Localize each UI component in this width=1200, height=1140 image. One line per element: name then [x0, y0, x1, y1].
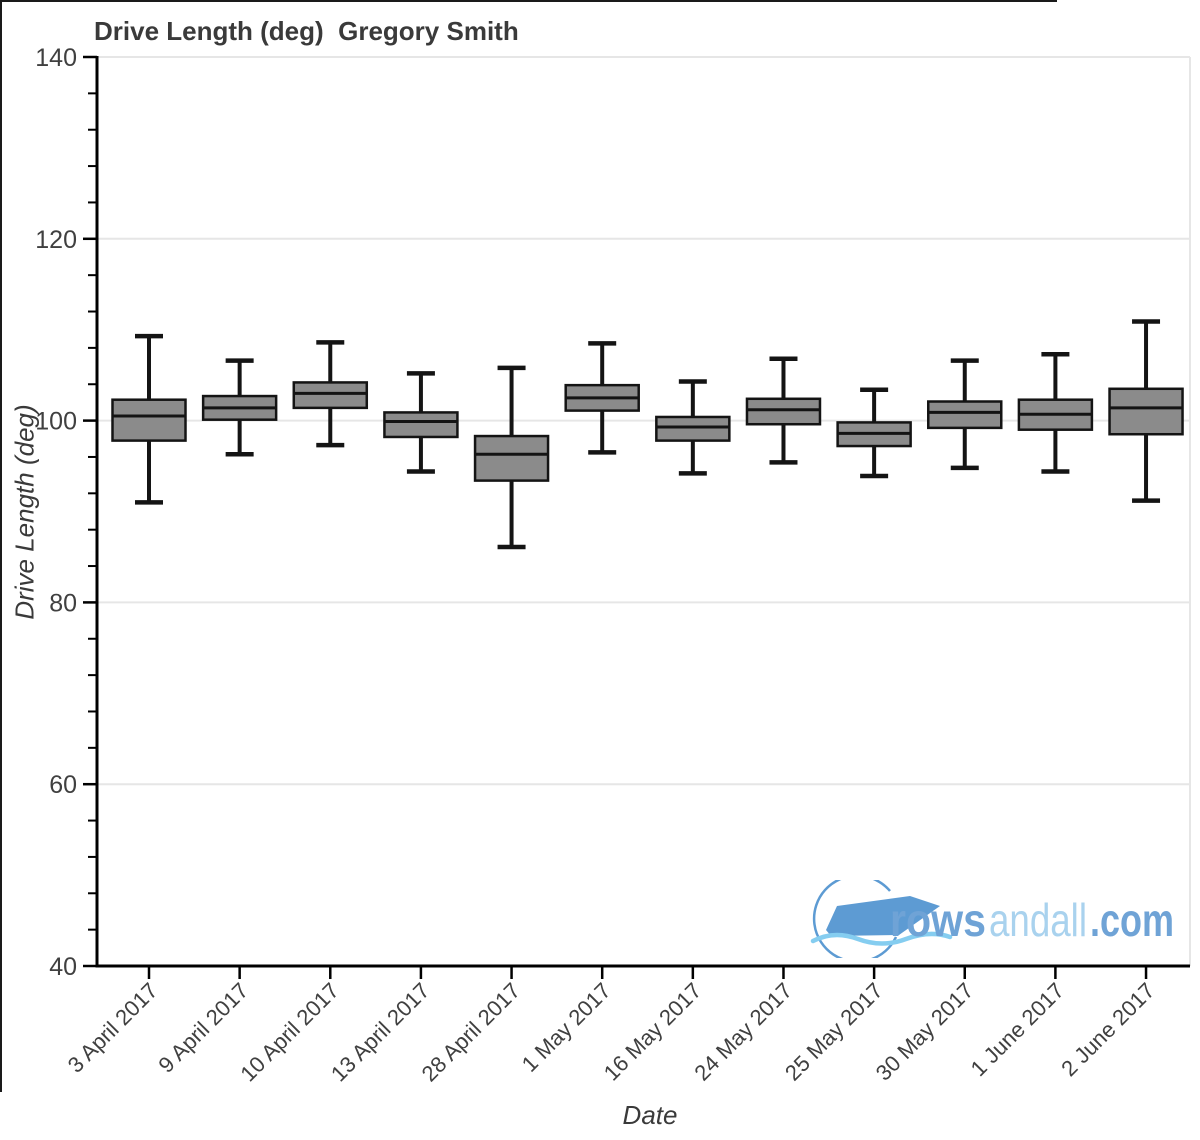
x-tick-label: 30 May 2017: [871, 978, 979, 1086]
boxplot-item: [473, 365, 550, 550]
boxplot-item: [292, 340, 369, 448]
x-axis-title: Date: [622, 1100, 678, 1130]
y-tick-label: 60: [49, 771, 77, 799]
x-tick-label: 3 April 2017: [63, 978, 163, 1078]
logo-text-andall: andall: [989, 894, 1087, 946]
boxplot-item: [111, 333, 187, 505]
window-border-left: [0, 0, 2, 1092]
boxplot-item: [836, 387, 912, 479]
boxplot-item: [1108, 319, 1184, 503]
logo-boat-icon: [826, 896, 940, 936]
x-tick-label: 2 June 2017: [1056, 978, 1159, 1081]
logo-text-rows: rows: [890, 894, 986, 946]
logo-circle-icon: [812, 880, 898, 958]
logo-wave-icon: [810, 931, 953, 946]
x-tick-label: 1 May 2017: [517, 978, 616, 1077]
boxplot-item: [1017, 351, 1094, 474]
y-tick-label: 40: [49, 953, 77, 981]
y-tick-label: 140: [35, 44, 77, 72]
y-tick-label: 100: [35, 408, 77, 436]
y-tick-label: 120: [35, 226, 77, 254]
boxplot-item: [383, 371, 459, 474]
rowsandall-logo: rows andall .com: [810, 880, 1174, 958]
logo-text-com: .com: [1090, 894, 1174, 946]
boxplot-item: [927, 358, 1003, 471]
y-tick-label: 80: [49, 589, 77, 617]
chart-title: Drive Length (deg) Gregory Smith: [94, 16, 519, 46]
x-tick-label: 1 June 2017: [966, 978, 1069, 1081]
window-border-top: [0, 0, 1057, 2]
x-tick-label: 9 April 2017: [153, 978, 253, 1078]
boxplot-item: [745, 356, 822, 465]
boxplot-item: [564, 341, 640, 455]
boxplot-item: [201, 358, 278, 457]
boxplot-item: [655, 379, 731, 476]
